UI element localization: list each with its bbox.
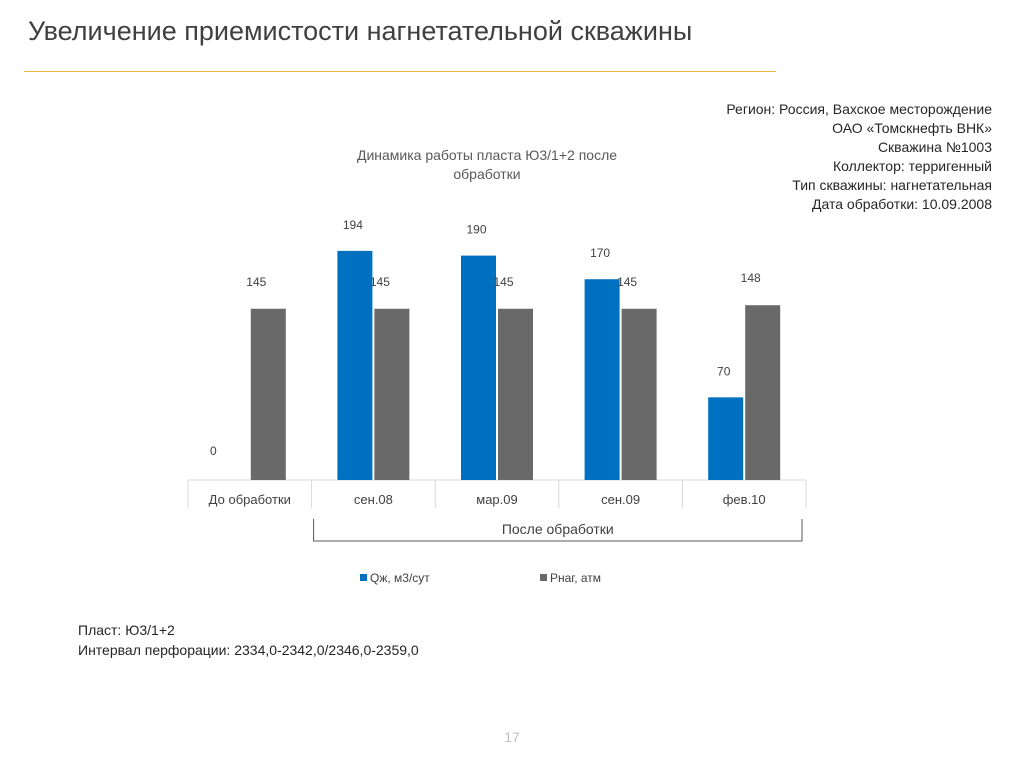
data-label: 145	[246, 275, 266, 289]
bar-injection-pressure	[498, 308, 533, 480]
formation-label: Пласт: Ю3/1+2	[78, 622, 175, 638]
x-tick-label: сен.08	[354, 492, 393, 507]
legend-swatch	[540, 574, 547, 581]
info-reservoir: Коллектор: терригенный	[832, 158, 992, 174]
x-tick-label: сен.09	[601, 492, 640, 507]
bar-injection-pressure	[745, 305, 781, 480]
chart-title: Динамика работы пласта Ю3/1+2 после обра…	[356, 147, 618, 182]
info-region: Регион: Россия, Вахское месторождение	[726, 101, 992, 117]
data-label: 145	[370, 275, 390, 289]
data-label: 148	[741, 271, 761, 285]
bar-flow-rate	[708, 397, 744, 480]
bar-flow-rate	[461, 255, 496, 480]
x-tick-label: мар.09	[476, 492, 517, 507]
page-number: 17	[504, 729, 520, 745]
data-label: 170	[590, 246, 610, 260]
info-well: Скважина №1003	[877, 139, 992, 155]
x-tick-label: До обработки	[209, 492, 291, 507]
bar-flow-rate	[584, 279, 620, 480]
bar-flow-rate	[337, 250, 373, 480]
bar-injection-pressure	[250, 308, 286, 480]
data-label: 194	[343, 218, 363, 232]
data-label: 145	[493, 275, 513, 289]
slide-title: Увеличение приемистости нагнетательной с…	[28, 16, 693, 46]
data-label: 0	[210, 444, 217, 458]
info-well-type: Тип скважины: нагнетательная	[792, 177, 992, 193]
bar-injection-pressure	[374, 308, 410, 480]
title-divider	[24, 71, 776, 72]
info-treatment-date: Дата обработки: 10.09.2008	[812, 196, 992, 212]
x-tick-label: фев.10	[723, 492, 766, 507]
well-info-block: Регион: Россия, Вахское месторождение ОА…	[726, 100, 992, 214]
formation-notes: Пласт: Ю3/1+2 Интервал перфорации: 2334,…	[78, 620, 419, 660]
perforation-interval: Интервал перфорации: 2334,0-2342,0/2346,…	[78, 642, 419, 658]
legend-label: Рнаг, атм	[550, 571, 601, 585]
legend-swatch	[360, 574, 367, 581]
legend-label: Qж, м3/сут	[370, 571, 430, 585]
bar-injection-pressure	[621, 308, 657, 480]
data-label: 70	[717, 364, 731, 378]
data-label: 190	[466, 223, 486, 237]
info-company: ОАО «Томскнефть ВНК»	[832, 120, 992, 136]
group-label: После обработки	[502, 521, 614, 537]
group-bracket	[313, 519, 803, 542]
data-label: 145	[617, 275, 637, 289]
